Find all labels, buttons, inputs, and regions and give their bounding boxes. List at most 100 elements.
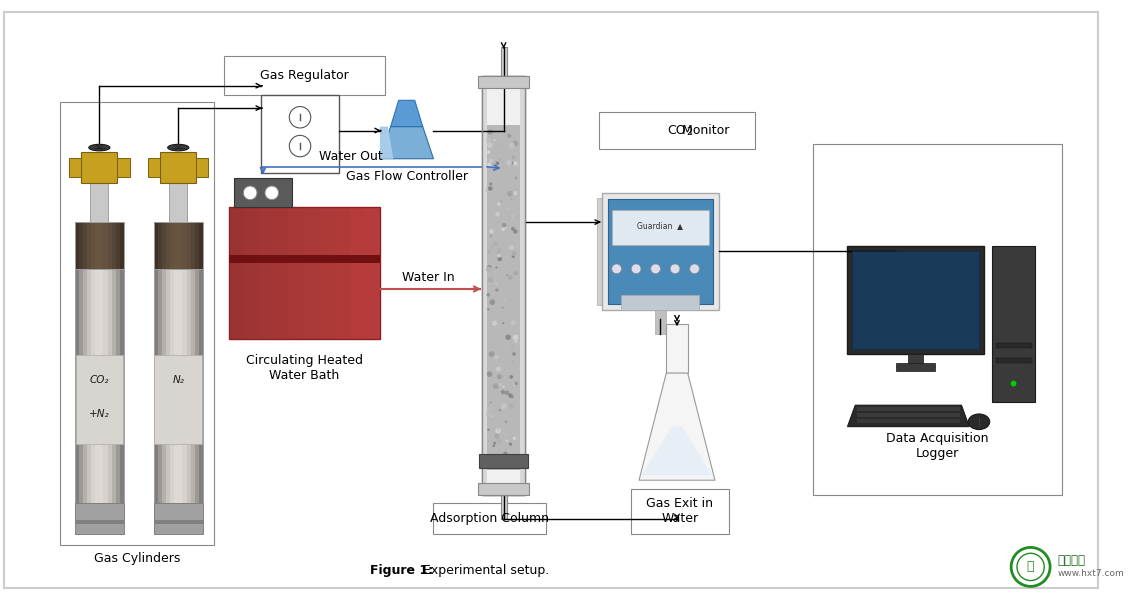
Text: 2: 2 bbox=[687, 127, 693, 137]
Bar bbox=[187, 222, 191, 269]
Bar bbox=[501, 47, 507, 76]
Circle shape bbox=[504, 434, 507, 436]
Circle shape bbox=[487, 163, 491, 167]
Bar bbox=[482, 76, 525, 495]
Bar bbox=[666, 325, 688, 373]
Bar bbox=[482, 76, 487, 495]
Bar bbox=[487, 125, 520, 470]
Bar bbox=[179, 222, 182, 269]
Bar bbox=[75, 222, 124, 269]
Circle shape bbox=[495, 266, 498, 269]
Circle shape bbox=[500, 200, 502, 202]
Circle shape bbox=[510, 459, 516, 464]
Bar bbox=[75, 520, 124, 524]
Circle shape bbox=[491, 299, 493, 301]
Circle shape bbox=[503, 455, 507, 459]
Circle shape bbox=[501, 403, 507, 409]
Circle shape bbox=[513, 161, 518, 166]
Circle shape bbox=[495, 283, 498, 285]
Circle shape bbox=[486, 266, 492, 272]
Bar bbox=[90, 183, 109, 222]
Bar bbox=[896, 364, 935, 371]
Bar bbox=[602, 193, 719, 310]
Text: Adsorption Column: Adsorption Column bbox=[430, 512, 549, 525]
Bar bbox=[107, 222, 112, 269]
Bar bbox=[81, 152, 118, 183]
Circle shape bbox=[511, 155, 516, 159]
Circle shape bbox=[507, 191, 512, 197]
Circle shape bbox=[509, 143, 515, 149]
Bar bbox=[224, 56, 385, 95]
Bar bbox=[195, 222, 199, 269]
Text: Monitor: Monitor bbox=[677, 124, 729, 137]
Bar bbox=[174, 222, 179, 269]
Bar bbox=[480, 454, 528, 467]
Bar bbox=[433, 503, 545, 534]
Circle shape bbox=[495, 161, 499, 165]
Bar bbox=[478, 483, 529, 495]
Circle shape bbox=[506, 274, 509, 277]
Circle shape bbox=[265, 186, 278, 200]
Bar bbox=[112, 222, 115, 269]
Bar bbox=[75, 222, 79, 269]
Polygon shape bbox=[847, 405, 969, 427]
Text: Figure 1:: Figure 1: bbox=[370, 565, 433, 577]
Bar bbox=[162, 222, 166, 269]
Bar bbox=[115, 269, 120, 503]
Ellipse shape bbox=[89, 145, 110, 151]
Bar bbox=[154, 503, 204, 534]
Bar bbox=[853, 251, 979, 349]
Circle shape bbox=[498, 202, 501, 206]
Bar bbox=[478, 76, 529, 88]
Text: Gas Flow Controller: Gas Flow Controller bbox=[346, 170, 468, 183]
Bar bbox=[191, 222, 195, 269]
Bar bbox=[187, 269, 191, 503]
Bar bbox=[290, 208, 304, 339]
Circle shape bbox=[487, 130, 493, 134]
Bar bbox=[92, 269, 95, 503]
Circle shape bbox=[492, 321, 498, 326]
Circle shape bbox=[489, 182, 492, 185]
Bar bbox=[261, 95, 339, 173]
Circle shape bbox=[487, 265, 492, 270]
Circle shape bbox=[243, 186, 257, 200]
Polygon shape bbox=[380, 127, 433, 159]
Bar bbox=[154, 222, 204, 269]
Bar bbox=[622, 295, 699, 310]
Circle shape bbox=[494, 241, 498, 245]
Circle shape bbox=[494, 434, 499, 439]
Bar bbox=[157, 222, 162, 269]
Circle shape bbox=[508, 275, 512, 280]
Bar bbox=[104, 269, 107, 503]
Text: ⛰: ⛰ bbox=[1027, 560, 1035, 574]
Bar bbox=[244, 208, 259, 339]
Bar bbox=[115, 222, 120, 269]
Bar bbox=[100, 269, 104, 503]
Circle shape bbox=[495, 288, 499, 292]
Ellipse shape bbox=[167, 145, 189, 151]
Circle shape bbox=[508, 394, 512, 398]
Bar bbox=[199, 222, 204, 269]
Bar bbox=[631, 489, 728, 534]
Text: Experimental setup.: Experimental setup. bbox=[418, 565, 550, 577]
Bar bbox=[182, 269, 187, 503]
Bar bbox=[87, 269, 92, 503]
Bar bbox=[69, 158, 81, 177]
Text: CO: CO bbox=[667, 124, 687, 137]
Circle shape bbox=[489, 245, 494, 250]
Text: 活性炭网: 活性炭网 bbox=[1057, 554, 1086, 566]
Circle shape bbox=[504, 130, 507, 132]
Circle shape bbox=[487, 308, 490, 310]
Circle shape bbox=[513, 229, 518, 233]
Circle shape bbox=[499, 158, 502, 161]
Circle shape bbox=[509, 403, 515, 409]
Bar bbox=[520, 76, 525, 495]
Bar bbox=[197, 158, 208, 177]
Circle shape bbox=[515, 176, 518, 179]
Bar bbox=[857, 419, 959, 423]
Bar bbox=[154, 269, 157, 503]
Circle shape bbox=[490, 229, 494, 233]
Bar bbox=[75, 269, 124, 503]
Circle shape bbox=[513, 215, 518, 219]
Bar bbox=[174, 269, 179, 503]
